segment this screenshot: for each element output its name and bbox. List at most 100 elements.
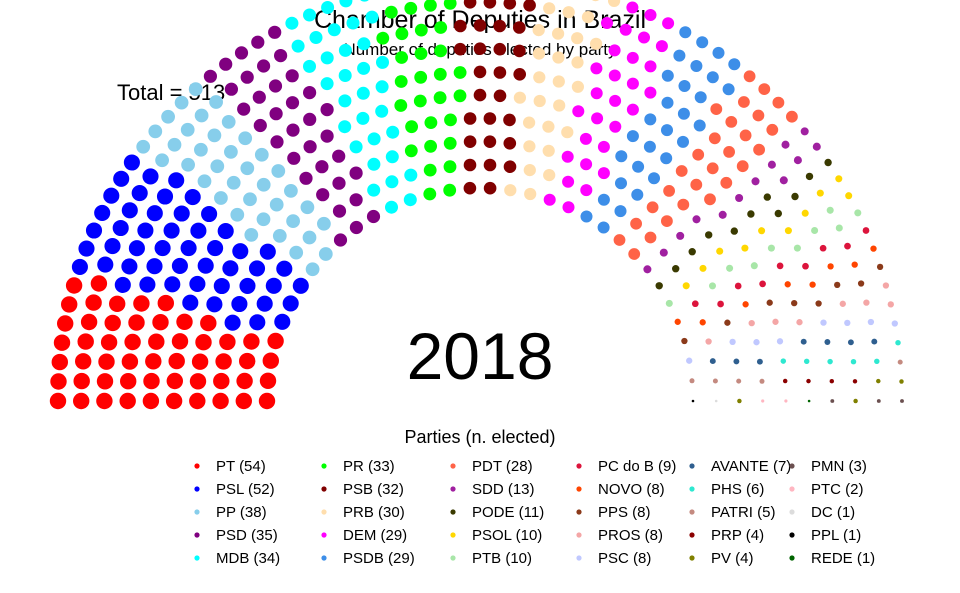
seat-prb <box>532 47 546 60</box>
legend-label: PSB (32) <box>343 481 404 498</box>
seat-sdd <box>779 176 788 185</box>
seat-pdt <box>630 217 642 230</box>
seat-pt <box>191 353 209 370</box>
seat-psb <box>493 89 507 103</box>
seat-pt <box>98 353 115 370</box>
seat-pp <box>271 164 286 178</box>
seat-psl <box>249 314 266 331</box>
seat-pv <box>876 378 881 384</box>
seat-sdd <box>767 160 776 169</box>
seat-psl <box>197 257 214 274</box>
legend-item: PRB (30) <box>321 504 405 521</box>
seat-pp <box>214 191 228 205</box>
legend-item: SDD (13) <box>450 481 535 498</box>
seat-sdd <box>718 210 727 219</box>
seat-dem <box>644 60 657 73</box>
seat-mdb <box>367 132 381 146</box>
seat-pode <box>747 210 755 218</box>
seat-pp <box>221 115 236 129</box>
seat-mdb <box>309 30 323 45</box>
seat-prb <box>523 140 536 153</box>
legend-label: PSD (35) <box>216 527 278 544</box>
seat-dem <box>644 86 657 99</box>
seat-dem <box>561 150 574 163</box>
seat-psl <box>131 185 148 202</box>
seat-mdb <box>384 200 399 214</box>
legend-item: PMN (3) <box>789 458 867 475</box>
seat-psdb <box>678 79 691 93</box>
seat-pr <box>404 1 418 15</box>
seat-mdb <box>320 77 334 91</box>
seat-mdb <box>356 111 370 125</box>
seat-pdt <box>663 185 675 197</box>
seat-dem <box>608 69 621 82</box>
seat-psdb <box>660 124 674 137</box>
legend-item: PHS (6) <box>689 481 764 498</box>
seat-psd <box>303 112 317 126</box>
seat-patri <box>897 359 903 365</box>
seat-psb <box>473 42 487 56</box>
total-label: Total = 513 <box>117 80 225 105</box>
seat-psl <box>139 276 156 293</box>
seat-psl <box>128 240 145 257</box>
seat-pps <box>791 299 798 307</box>
seat-psc <box>753 339 760 346</box>
seat-psl <box>121 202 138 219</box>
legend-item: REDE (1) <box>789 550 875 567</box>
seat-pt <box>85 294 102 311</box>
seat-pt <box>212 392 229 410</box>
seat-psdb <box>722 83 735 96</box>
seat-prb <box>542 120 555 133</box>
seat-pt <box>142 392 160 410</box>
seat-psdb <box>728 58 741 71</box>
legend-swatch <box>450 532 456 538</box>
seat-novo <box>784 281 791 288</box>
seat-psd <box>253 118 267 133</box>
seat-prb <box>571 80 585 93</box>
seat-pp <box>238 131 253 146</box>
seat-prb <box>524 187 537 201</box>
seat-pp <box>300 200 315 215</box>
seat-patri <box>689 378 695 384</box>
seat-psl <box>104 238 121 255</box>
legend-label: PSC (8) <box>598 550 651 567</box>
seat-prb <box>542 144 555 157</box>
seat-novo <box>827 263 834 270</box>
seat-pp <box>286 214 300 228</box>
seat-pdt <box>690 178 703 191</box>
seat-psl <box>189 275 206 292</box>
seat-psb <box>512 21 526 34</box>
seat-sdd <box>676 231 685 240</box>
seat-psol <box>845 192 853 200</box>
seat-psb <box>463 135 477 149</box>
legend-item: PATRI (5) <box>689 504 775 521</box>
seat-psd <box>332 149 346 163</box>
seat-psl <box>190 222 207 239</box>
seat-pt <box>219 333 236 351</box>
seat-avante <box>824 339 831 345</box>
seat-pr <box>443 136 457 150</box>
seat-psl <box>180 240 197 257</box>
seat-pode <box>688 248 696 256</box>
seat-pp <box>289 245 304 260</box>
seat-psd <box>320 103 334 117</box>
seat-pp <box>148 124 163 139</box>
legend-label: PPS (8) <box>598 504 651 521</box>
seat-prb <box>553 99 566 112</box>
seat-ptb <box>835 224 843 232</box>
seat-pc-do-b <box>759 280 766 288</box>
legend-label: PATRI (5) <box>711 504 775 521</box>
seat-pt <box>267 332 284 350</box>
seat-pt <box>77 333 94 350</box>
seat-prb <box>607 0 621 8</box>
legend-label: PP (38) <box>216 504 267 521</box>
seat-dem <box>644 8 657 22</box>
seat-psdb <box>706 71 719 84</box>
seat-pt <box>121 353 139 370</box>
seat-psl <box>103 187 120 204</box>
legend-swatch <box>576 532 582 538</box>
seat-psb <box>453 42 467 56</box>
seat-dem <box>590 62 603 75</box>
seat-pt <box>215 353 232 370</box>
seat-pps <box>857 280 865 287</box>
